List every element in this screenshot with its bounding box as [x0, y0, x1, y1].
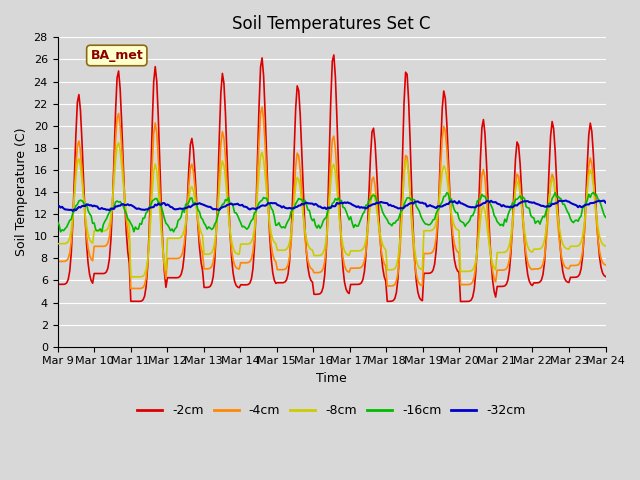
Line: -32cm: -32cm: [58, 201, 605, 211]
-16cm: [589, 190, 597, 195]
-32cm: [237, 203, 244, 208]
-8cm: [574, 243, 582, 249]
-4cm: [574, 262, 582, 268]
-4cm: [259, 104, 266, 110]
-2cm: [457, 299, 465, 304]
-4cm: [54, 259, 61, 264]
-32cm: [122, 202, 130, 208]
Line: -4cm: -4cm: [58, 107, 605, 288]
-2cm: [293, 83, 301, 89]
-16cm: [122, 211, 130, 216]
-2cm: [574, 274, 582, 279]
-32cm: [218, 204, 226, 210]
-4cm: [602, 262, 609, 268]
-32cm: [54, 203, 61, 209]
-16cm: [573, 217, 580, 223]
Line: -2cm: -2cm: [58, 55, 605, 301]
-4cm: [218, 129, 226, 134]
Text: BA_met: BA_met: [90, 49, 143, 62]
-32cm: [295, 203, 303, 208]
-32cm: [69, 208, 77, 214]
-32cm: [562, 198, 570, 204]
X-axis label: Time: Time: [316, 372, 347, 385]
-8cm: [122, 210, 130, 216]
-4cm: [134, 286, 142, 291]
Line: -8cm: -8cm: [58, 143, 605, 277]
-16cm: [246, 221, 253, 227]
-16cm: [218, 202, 226, 207]
Line: -16cm: -16cm: [58, 192, 605, 232]
-16cm: [602, 215, 609, 220]
Legend: -2cm, -4cm, -8cm, -16cm, -32cm: -2cm, -4cm, -8cm, -16cm, -32cm: [132, 399, 531, 422]
-4cm: [296, 168, 304, 174]
-2cm: [217, 89, 225, 95]
-16cm: [54, 219, 61, 225]
-32cm: [602, 200, 609, 205]
-4cm: [246, 259, 253, 264]
-8cm: [220, 162, 228, 168]
-2cm: [330, 52, 338, 58]
-8cm: [602, 243, 609, 249]
-16cm: [237, 220, 244, 226]
-2cm: [121, 198, 129, 204]
-2cm: [602, 274, 609, 279]
-32cm: [574, 204, 582, 210]
-32cm: [246, 206, 253, 212]
-8cm: [115, 140, 122, 145]
Y-axis label: Soil Temperature (C): Soil Temperature (C): [15, 128, 28, 256]
-8cm: [134, 274, 142, 280]
-2cm: [236, 285, 243, 290]
-8cm: [248, 239, 255, 245]
-16cm: [295, 196, 303, 202]
-16cm: [98, 229, 106, 235]
-4cm: [237, 260, 244, 265]
-2cm: [244, 282, 252, 288]
-2cm: [54, 281, 61, 287]
-8cm: [54, 241, 61, 247]
Title: Soil Temperatures Set C: Soil Temperatures Set C: [232, 15, 431, 33]
-8cm: [239, 241, 246, 247]
-4cm: [121, 196, 129, 202]
-8cm: [296, 186, 304, 192]
